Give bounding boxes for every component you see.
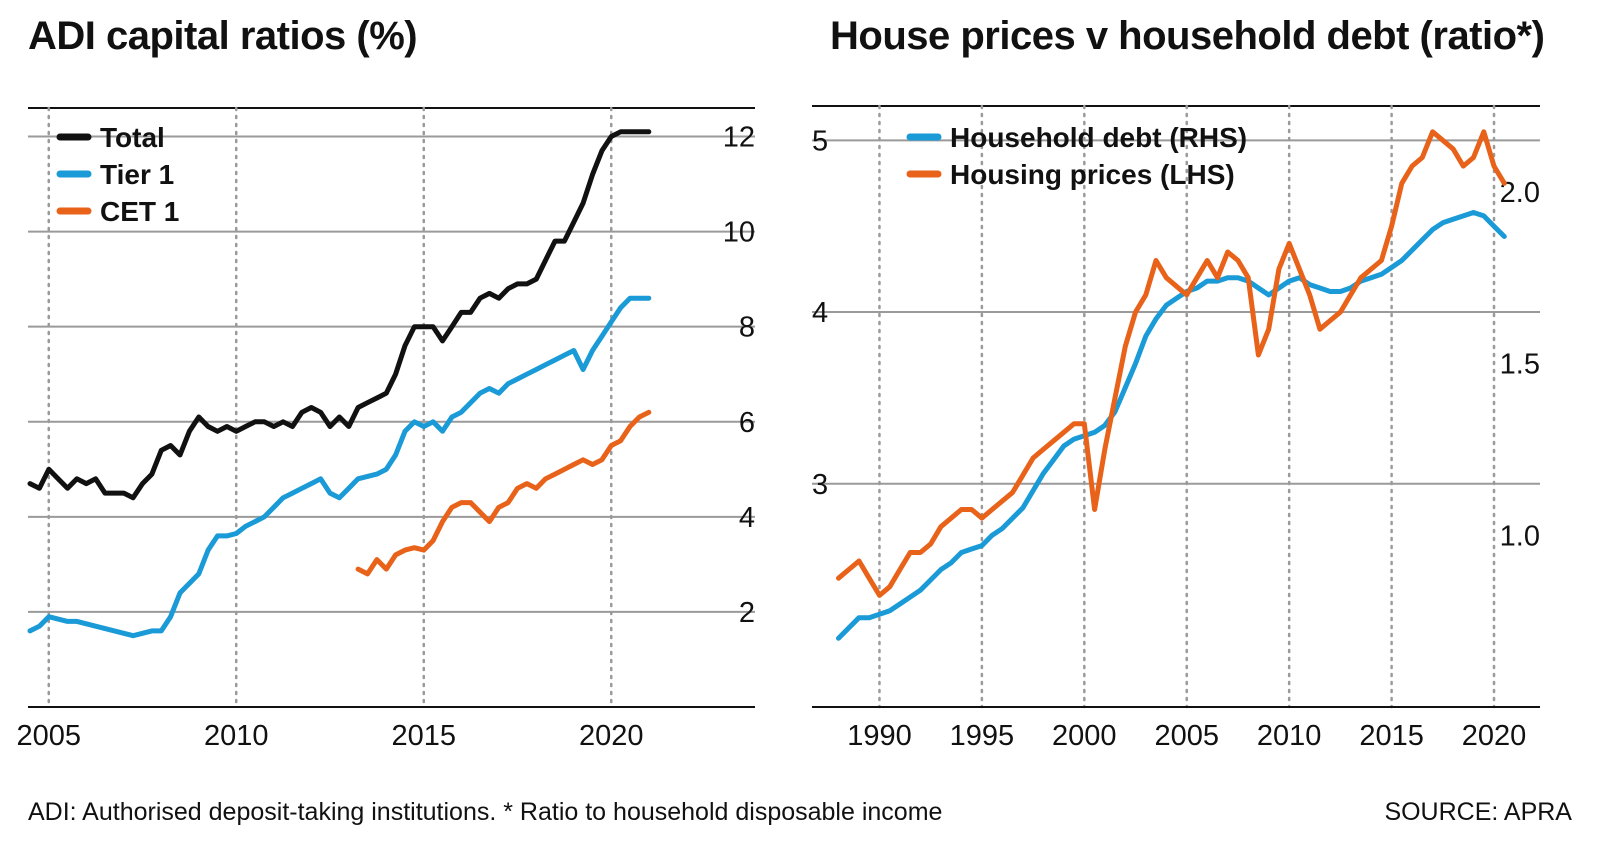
right-legend-label: Household debt (RHS)	[950, 122, 1247, 153]
right-chart-title: House prices v household debt (ratio*)	[830, 14, 1545, 58]
right-x-tick-label: 2015	[1359, 720, 1424, 752]
left-x-tick-label: 2020	[579, 720, 644, 752]
right-legend-label: Housing prices (LHS)	[950, 159, 1235, 190]
left-chart: 2 4 6 8 10 12 2005 2010 2015 2020 Total Tier 1 CET 1	[16, 106, 755, 752]
left-y-tick-label: 6	[739, 407, 755, 439]
right-right-y-tick-label: 1.5	[1500, 349, 1540, 381]
right-x-tick-label: 2005	[1154, 720, 1219, 752]
left-x-tick-label: 2005	[16, 720, 81, 752]
right-x-tick-label: 1990	[847, 720, 912, 752]
left-y-tick-label: 8	[739, 312, 755, 344]
right-x-tick-label: 1995	[950, 720, 1015, 752]
left-y-tick-label: 2	[739, 597, 755, 629]
left-series-line	[27, 129, 652, 501]
left-chart-title: ADI capital ratios (%)	[28, 14, 418, 58]
footnote: ADI: Authorised deposit-taking instituti…	[28, 798, 943, 826]
left-y-tick-label: 4	[739, 502, 755, 534]
right-series-line	[836, 210, 1507, 641]
right-left-y-tick-label: 4	[812, 297, 828, 329]
right-series-line	[836, 129, 1507, 598]
left-x-tick-label: 2010	[204, 720, 269, 752]
source-note: SOURCE: APRA	[1384, 798, 1572, 826]
left-series-line	[355, 409, 652, 577]
left-x-tick-label: 2015	[391, 720, 456, 752]
right-left-y-tick-label: 3	[812, 469, 828, 501]
right-left-y-tick-label: 5	[812, 125, 828, 157]
right-x-tick-label: 2010	[1257, 720, 1322, 752]
right-x-tick-label: 2020	[1462, 720, 1527, 752]
right-right-y-tick-label: 1.0	[1500, 520, 1540, 552]
left-legend-label: Tier 1	[100, 159, 174, 190]
left-legend-label: CET 1	[100, 196, 179, 227]
left-y-tick-label: 10	[723, 217, 755, 249]
left-series-line	[27, 295, 652, 639]
left-legend-label: Total	[100, 122, 165, 153]
right-x-tick-label: 2000	[1052, 720, 1117, 752]
left-y-tick-label: 12	[723, 122, 755, 154]
